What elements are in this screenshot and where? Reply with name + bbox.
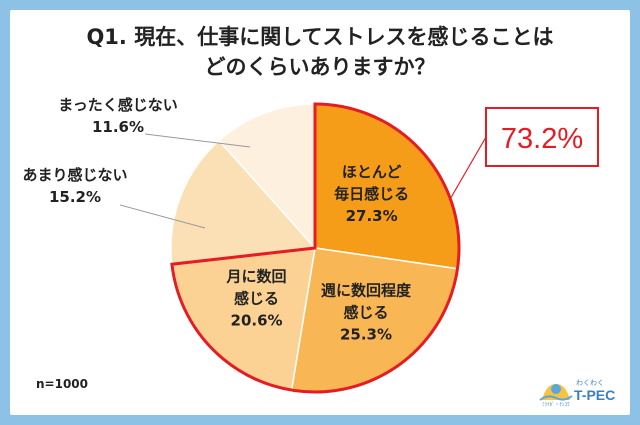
slice-value-label: 20.6% [231,312,283,330]
brand-logo: ﾐﾗｲｶﾞ・ｹﾝｺｳ わくわく T-PEC [538,372,628,408]
slice-value-label: 11.6% [92,118,144,136]
title-line-1: Q1. 現在、仕事に関してストレスを感じることは [86,25,554,49]
slice-category-label: 月に数回 [226,268,287,286]
pie-slice [170,139,317,266]
slice-value-label: 27.3% [346,207,398,225]
slice-value-label: 25.3% [340,326,392,344]
svg-text:わくわく: わくわく [576,379,604,387]
slice-category-label: 感じる [343,304,388,322]
highlight-outline [170,102,461,394]
svg-text:ﾐﾗｲｶﾞ・ｹﾝｺｳ: ﾐﾗｲｶﾞ・ｹﾝｺｳ [542,401,570,408]
slice-category-label: あまり感じない [22,166,127,184]
chart-title: Q1. 現在、仕事に関してストレスを感じることは どのくらいありますか？ [10,22,630,82]
slice-category-label: ほとんど [342,163,402,181]
slice-category-label: 感じる [234,290,279,308]
slice-category-label: まったく感じない [58,96,177,114]
svg-text:T-PEC: T-PEC [574,387,615,403]
title-line-2: どのくらいありますか？ [204,55,436,79]
callout-value: 73.2% [501,123,583,155]
sample-size-note: n=1000 [36,377,88,391]
callout-box [485,107,599,167]
slice-value-label: 15.2% [49,188,101,206]
leader-line [144,133,251,148]
logo-mark-icon: ﾐﾗｲｶﾞ・ｹﾝｺｳ わくわく T-PEC [539,379,615,408]
pie-slice [218,103,316,250]
leader-line [119,204,206,229]
callout-connector [449,136,487,200]
slice-category-label: 週に数回程度 [321,282,412,300]
slice-category-label: 毎日感じる [334,185,409,203]
